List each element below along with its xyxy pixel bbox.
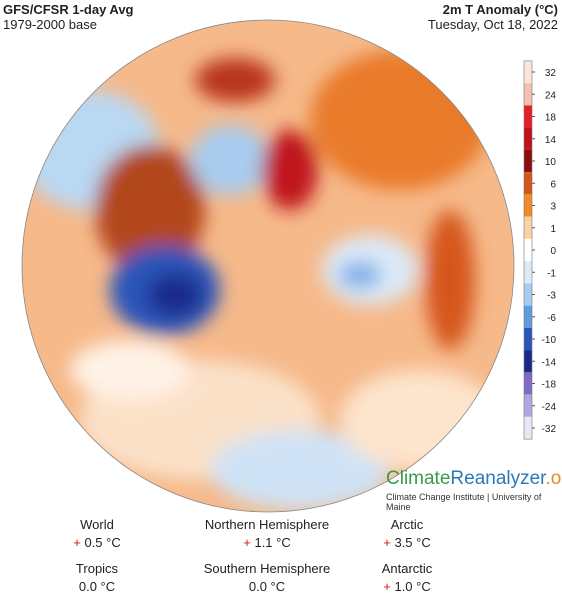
colorbar-label: 14	[545, 135, 557, 146]
colorbar-label: 1	[550, 224, 556, 235]
colorbar-segment	[524, 216, 532, 239]
stat-sign: +	[243, 535, 251, 550]
colorbar-segment	[524, 238, 532, 262]
colorbar-label: -32	[542, 424, 557, 435]
stat-value: 0.0 °C	[248, 579, 286, 594]
colorbar-label: -24	[542, 402, 557, 413]
colorbar-label: 0	[550, 246, 556, 257]
date: Tuesday, Oct 18, 2022	[427, 17, 558, 32]
colorbar-segment	[524, 149, 532, 173]
globe	[22, 20, 514, 512]
stat-label: Southern Hemisphere	[203, 561, 331, 576]
stat-label: Antarctic	[381, 561, 433, 576]
variable: 2m T Anomaly (°C)	[442, 2, 558, 17]
colorbar-label: -18	[542, 380, 557, 391]
stat-value: 1.1 °C	[254, 535, 291, 550]
colorbar-label: 18	[545, 113, 557, 124]
map-title: GFS/CFSR 1-day Avg	[3, 2, 134, 17]
colorbar-label: 3	[550, 202, 556, 213]
colorbar-segment	[524, 261, 532, 284]
colorbar-segment	[524, 416, 532, 440]
logo: ClimateReanalyzer.org	[386, 468, 562, 490]
colorbar-segment	[524, 127, 532, 150]
stat-sign: +	[383, 579, 391, 594]
stat-label: World	[80, 517, 114, 532]
colorbar-label: 32	[545, 68, 557, 79]
stat-label: Tropics	[75, 561, 119, 576]
logo-part: Climate	[386, 468, 451, 489]
stat-value: 3.5 °C	[394, 535, 431, 550]
colorbar-segment	[524, 83, 532, 106]
colorbar-segment	[524, 194, 532, 217]
colorbar-label: -14	[542, 357, 557, 368]
base-period: 1979-2000 base	[3, 17, 97, 32]
colorbar-segment	[524, 172, 532, 195]
colorbar-segment	[524, 327, 532, 351]
colorbar-segment	[524, 350, 532, 373]
stat-sign: +	[383, 535, 391, 550]
colorbar-label: -10	[542, 335, 557, 346]
colorbar-segment	[524, 60, 532, 84]
colorbar-label: 6	[550, 179, 556, 190]
stat-value: 1.0 °C	[394, 579, 431, 594]
logo-part: .org	[545, 468, 562, 489]
stat-value: 0.0 °C	[78, 579, 116, 594]
colorbar-segment	[524, 305, 532, 328]
stat-label: Arctic	[390, 517, 424, 532]
colorbar-segment	[524, 105, 532, 128]
colorbar-label: -1	[547, 268, 556, 279]
stat-sign: +	[73, 535, 81, 550]
colorbar-segment	[524, 283, 532, 306]
colorbar-label: -6	[547, 313, 556, 324]
colorbar-segment	[524, 394, 532, 417]
logo-part: Reanalyzer	[450, 468, 546, 489]
colorbar-label: 10	[545, 157, 557, 168]
stat-value: 0.5 °C	[84, 535, 121, 550]
logo-subtitle: Climate Change Institute | University of…	[386, 492, 542, 512]
colorbar-segment	[524, 372, 532, 395]
stat-label: Northern Hemisphere	[204, 517, 330, 532]
colorbar-label: -3	[547, 291, 556, 302]
colorbar-frame	[523, 60, 533, 440]
colorbar-label: 24	[545, 90, 557, 101]
